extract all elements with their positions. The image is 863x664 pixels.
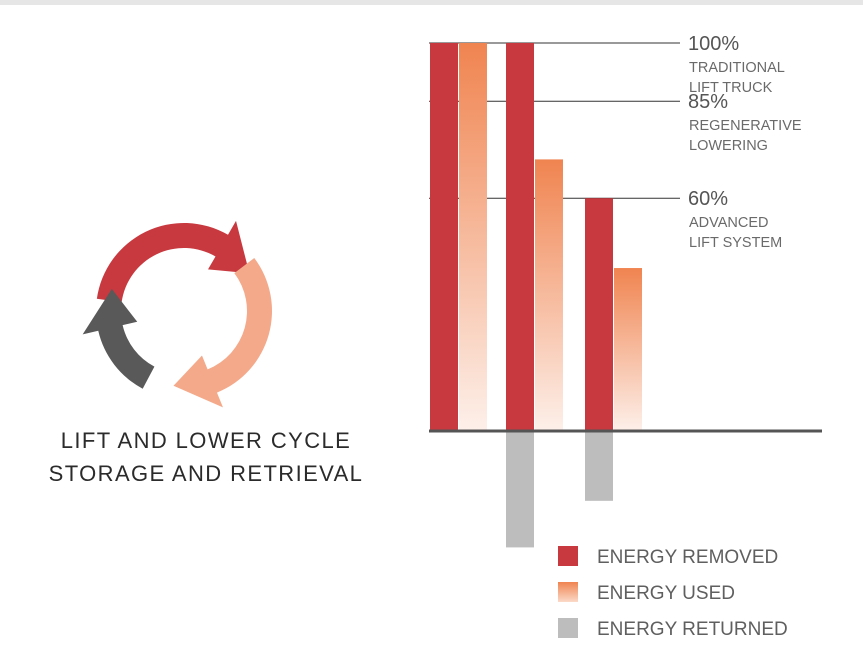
reference-caption-line: TRADITIONAL bbox=[689, 60, 785, 76]
cycle-caption: LIFT AND LOWER CYCLE STORAGE AND RETRIEV… bbox=[0, 424, 412, 490]
bar-energy-used bbox=[459, 43, 487, 431]
bar-energy-removed bbox=[506, 43, 534, 431]
cycle-caption-line-2: STORAGE AND RETRIEVAL bbox=[48, 461, 364, 486]
reference-percent-label: 100% bbox=[688, 33, 739, 55]
top-border-strip bbox=[0, 0, 863, 5]
lift-arrow-icon bbox=[96, 220, 250, 303]
reference-caption-line: LOWERING bbox=[689, 138, 768, 154]
bar-energy-removed bbox=[585, 198, 613, 431]
bar-energy-returned bbox=[585, 431, 613, 501]
bar-energy-used bbox=[535, 159, 563, 431]
legend-swatch-energy-returned bbox=[558, 618, 578, 638]
reference-percent-label: 85% bbox=[688, 91, 728, 113]
bar-energy-used bbox=[614, 268, 642, 431]
legend-label-energy-used: ENERGY USED bbox=[597, 583, 735, 604]
lift-lower-cycle-diagram bbox=[74, 206, 294, 416]
reference-caption-line: LIFT SYSTEM bbox=[689, 235, 782, 251]
reference-percent-label: 60% bbox=[688, 188, 728, 210]
legend-swatch-energy-used bbox=[558, 582, 578, 602]
cycle-caption-line-1: LIFT AND LOWER CYCLE bbox=[60, 428, 352, 453]
bar-energy-returned bbox=[506, 431, 534, 548]
lower-arrow-icon bbox=[173, 258, 272, 408]
legend-swatch-energy-removed bbox=[558, 546, 578, 566]
return-arrow-icon bbox=[82, 288, 155, 389]
legend-label-energy-removed: ENERGY REMOVED bbox=[597, 547, 778, 568]
reference-caption-line: LIFT TRUCK bbox=[689, 80, 773, 96]
bar-energy-removed bbox=[430, 43, 458, 431]
legend-label-energy-returned: ENERGY RETURNED bbox=[597, 619, 788, 640]
reference-caption-line: REGENERATIVE bbox=[689, 118, 802, 134]
reference-caption-line: ADVANCED bbox=[689, 215, 769, 231]
cycle-arrows-icon bbox=[82, 220, 272, 408]
